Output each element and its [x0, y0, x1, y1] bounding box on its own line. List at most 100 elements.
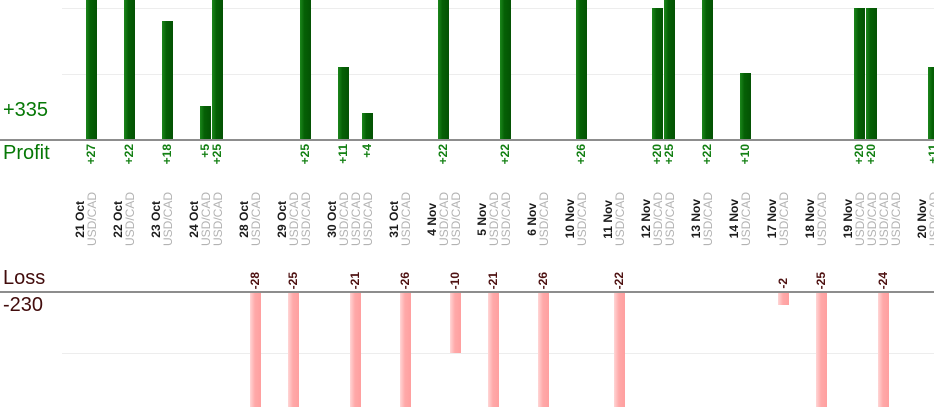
pair-label: USD/CAD	[926, 191, 934, 246]
loss-baseline	[0, 291, 934, 293]
profit-gridline	[62, 8, 934, 9]
trade-column: USD/CAD +26	[574, 0, 589, 420]
pair-label: USD/CAD	[210, 191, 225, 246]
bar-groups: 21 Oct USD/CAD +27 22 Oct USD/CAD +22 23 Oct US…	[73, 0, 934, 420]
trade-column: USD/CAD -28	[248, 0, 263, 420]
pair-label: USD/CAD	[888, 191, 903, 246]
profit-value-label: +25	[210, 144, 224, 165]
profit-value-label: +25	[298, 144, 312, 165]
profit-value-label: +22	[436, 144, 450, 165]
profit-value-label: +4	[360, 144, 374, 158]
profit-bar	[576, 0, 587, 139]
date-group: 28 Oct USD/CAD -28	[237, 0, 263, 420]
trade-column: USD/CAD +5	[198, 0, 213, 420]
trade-column: USD/CAD -26	[398, 0, 413, 420]
profit-value-label: +22	[700, 144, 714, 165]
date-group: 31 Oct USD/CAD -26	[387, 0, 413, 420]
trade-column: USD/CAD +10	[738, 0, 753, 420]
profit-total-label: +335	[3, 99, 49, 121]
profit-bar	[740, 73, 751, 139]
profit-bar	[664, 0, 675, 139]
trade-column: USD/CAD +22	[700, 0, 715, 420]
loss-value-label: -21	[348, 271, 362, 289]
loss-value-label: -10	[448, 271, 462, 289]
profit-bar	[854, 8, 865, 139]
trade-column: USD/CAD +18	[160, 0, 175, 420]
date-group: 13 Nov USD/CAD +22	[689, 0, 715, 420]
pair-band: USD/CAD	[85, 186, 99, 252]
pair-band: USD/CAD	[663, 186, 677, 252]
date-group: 29 Oct USD/CAD -25 USD/CAD +25	[275, 0, 313, 420]
loss-bar	[250, 293, 261, 407]
date-group: 4 Nov USD/CAD +22 USD/CAD -10	[425, 0, 463, 420]
pair-band: USD/CAD	[123, 186, 137, 252]
trade-column: USD/CAD -2	[776, 0, 791, 420]
loss-value-label: -26	[536, 271, 550, 289]
trade-column: USD/CAD +20	[650, 0, 665, 420]
trade-column: USD/CAD +25	[210, 0, 225, 420]
pair-label: USD/CAD	[536, 191, 551, 246]
pair-label: USD/CAD	[814, 191, 829, 246]
loss-value-label: -25	[814, 271, 828, 289]
profit-bar	[438, 0, 449, 139]
pair-band: USD/CAD	[889, 186, 903, 252]
profit-bar	[212, 0, 223, 139]
trade-column: USD/CAD -22	[612, 0, 627, 420]
loss-bar	[350, 293, 361, 407]
date-group: 30 Oct USD/CAD +11 USD/CAD -21 USD/CAD +4	[325, 0, 375, 420]
pair-band: USD/CAD	[739, 186, 753, 252]
pair-label: USD/CAD	[612, 191, 627, 246]
pair-label: USD/CAD	[662, 191, 677, 246]
profit-value-label: +22	[498, 144, 512, 165]
date-group: 23 Oct USD/CAD +18	[149, 0, 175, 420]
profit-axis-label: Profit	[3, 142, 50, 164]
loss-bar	[288, 293, 299, 407]
date-group: 21 Oct USD/CAD +27	[73, 0, 99, 420]
loss-bar	[878, 293, 889, 407]
pair-label: USD/CAD	[574, 191, 589, 246]
loss-bar	[488, 293, 499, 407]
profit-bar	[702, 0, 713, 139]
trade-column: USD/CAD +11	[336, 0, 351, 420]
loss-value-label: -25	[286, 271, 300, 289]
date-group: 20 Nov USD/CAD +11	[915, 0, 934, 420]
profit-value-label: +22	[122, 144, 136, 165]
trade-column: USD/CAD -25	[286, 0, 301, 420]
loss-value-label: -21	[486, 271, 500, 289]
date-group: 10 Nov USD/CAD +26	[563, 0, 589, 420]
trade-column: USD/CAD +22	[122, 0, 137, 420]
trade-column: USD/CAD	[889, 0, 903, 420]
trade-column: USD/CAD -24	[876, 0, 891, 420]
trade-column: USD/CAD -10	[448, 0, 463, 420]
trade-column: USD/CAD +22	[498, 0, 513, 420]
loss-bar	[450, 293, 461, 353]
trade-column: USD/CAD -21	[486, 0, 501, 420]
pair-label: USD/CAD	[160, 191, 175, 246]
trade-column: USD/CAD +25	[298, 0, 313, 420]
pair-band: USD/CAD	[777, 186, 791, 252]
profit-value-label: +18	[160, 144, 174, 165]
profit-value-label: +25	[662, 144, 676, 165]
pair-label: USD/CAD	[248, 191, 263, 246]
profit-value-label: +26	[574, 144, 588, 165]
pair-band: USD/CAD	[701, 186, 715, 252]
loss-value-label: -24	[876, 271, 890, 289]
pair-label: USD/CAD	[122, 191, 137, 246]
trade-column: USD/CAD +4	[360, 0, 375, 420]
pair-label: USD/CAD	[448, 191, 463, 246]
loss-value-label: -28	[248, 271, 262, 289]
profit-baseline	[0, 139, 934, 141]
trade-column: USD/CAD +22	[436, 0, 451, 420]
trade-column: USD/CAD +20	[852, 0, 867, 420]
profit-bar	[300, 0, 311, 139]
pair-band: USD/CAD	[161, 186, 175, 252]
pair-band: USD/CAD	[499, 186, 513, 252]
profit-bar	[200, 106, 211, 139]
pair-label: USD/CAD	[398, 191, 413, 246]
pair-band: USD/CAD	[815, 186, 829, 252]
loss-bar	[400, 293, 411, 407]
trade-column: USD/CAD -21	[348, 0, 363, 420]
profit-bar	[866, 8, 877, 139]
pair-band: USD/CAD	[575, 186, 589, 252]
